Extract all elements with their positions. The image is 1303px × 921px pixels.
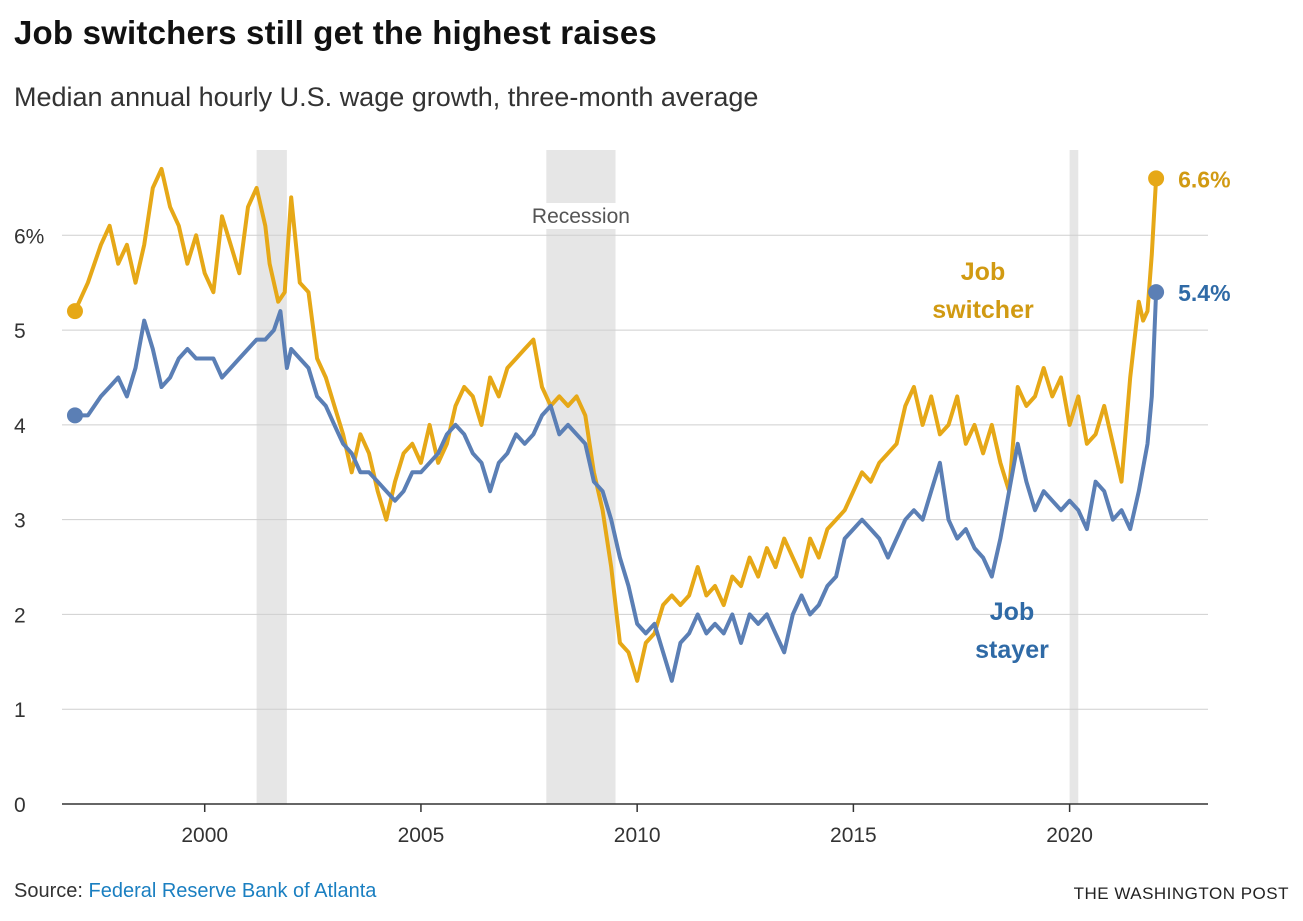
- end-value-label-job-stayer: 5.4%: [1178, 280, 1230, 306]
- x-tick-label-2020: 2020: [1046, 824, 1093, 847]
- source-prefix: Source:: [14, 880, 89, 902]
- series-labels: 6.6% 5.4% Job switcher Job stayer: [932, 166, 1230, 664]
- recession-band-1: [256, 150, 287, 804]
- end-value-label-job-switcher: 6.6%: [1178, 166, 1230, 192]
- series-name-label-job-stayer-line-1: Job: [990, 598, 1034, 626]
- y-tick-label-6: 6%: [14, 225, 44, 248]
- chart-subtitle: Median annual hourly U.S. wage growth, t…: [14, 82, 759, 112]
- series-line-job-switcher: [73, 167, 1159, 683]
- y-tick-label-4: 4: [14, 415, 26, 438]
- series-name-label-job-switcher-line-1: Job: [961, 258, 1005, 286]
- x-tick-label-2000: 2000: [181, 824, 228, 847]
- x-tick-label-2015: 2015: [830, 824, 877, 847]
- y-axis-ticks: 0 1 2 3 4 5 6%: [14, 225, 44, 817]
- y-tick-label-1: 1: [14, 699, 26, 722]
- y-tick-label-5: 5: [14, 320, 26, 343]
- recession-band-3: [1069, 150, 1079, 804]
- start-point-job-switcher: [66, 303, 83, 320]
- chart-title: Job switchers still get the highest rais…: [14, 14, 657, 51]
- series-lines: [66, 167, 1165, 683]
- y-tick-label-2: 2: [14, 604, 26, 627]
- publisher-credit: THE WASHINGTON POST: [1073, 884, 1289, 903]
- y-tick-label-0: 0: [14, 794, 26, 817]
- series-name-label-job-switcher-line-2: switcher: [932, 296, 1034, 324]
- start-point-job-stayer: [66, 407, 83, 424]
- source-note: Source: Federal Reserve Bank of Atlanta: [14, 880, 376, 903]
- source-link[interactable]: Federal Reserve Bank of Atlanta: [88, 880, 377, 902]
- gridlines: [62, 234, 1208, 805]
- series-line-job-stayer: [73, 290, 1159, 683]
- x-axis-ticks: 2000 2005 2010 2015 2020: [181, 804, 1093, 847]
- end-point-job-switcher: [1148, 170, 1165, 187]
- recession-band-2: [546, 150, 616, 804]
- recession-label-bg: [516, 203, 645, 229]
- y-tick-label-3: 3: [14, 510, 26, 533]
- recession-bands: Recession: [256, 150, 1079, 804]
- x-tick-label-2005: 2005: [398, 824, 445, 847]
- series-name-label-job-stayer-line-2: stayer: [975, 636, 1049, 664]
- recession-label: Recession: [532, 205, 630, 228]
- x-tick-label-2010: 2010: [614, 824, 661, 847]
- end-point-job-stayer: [1148, 284, 1165, 301]
